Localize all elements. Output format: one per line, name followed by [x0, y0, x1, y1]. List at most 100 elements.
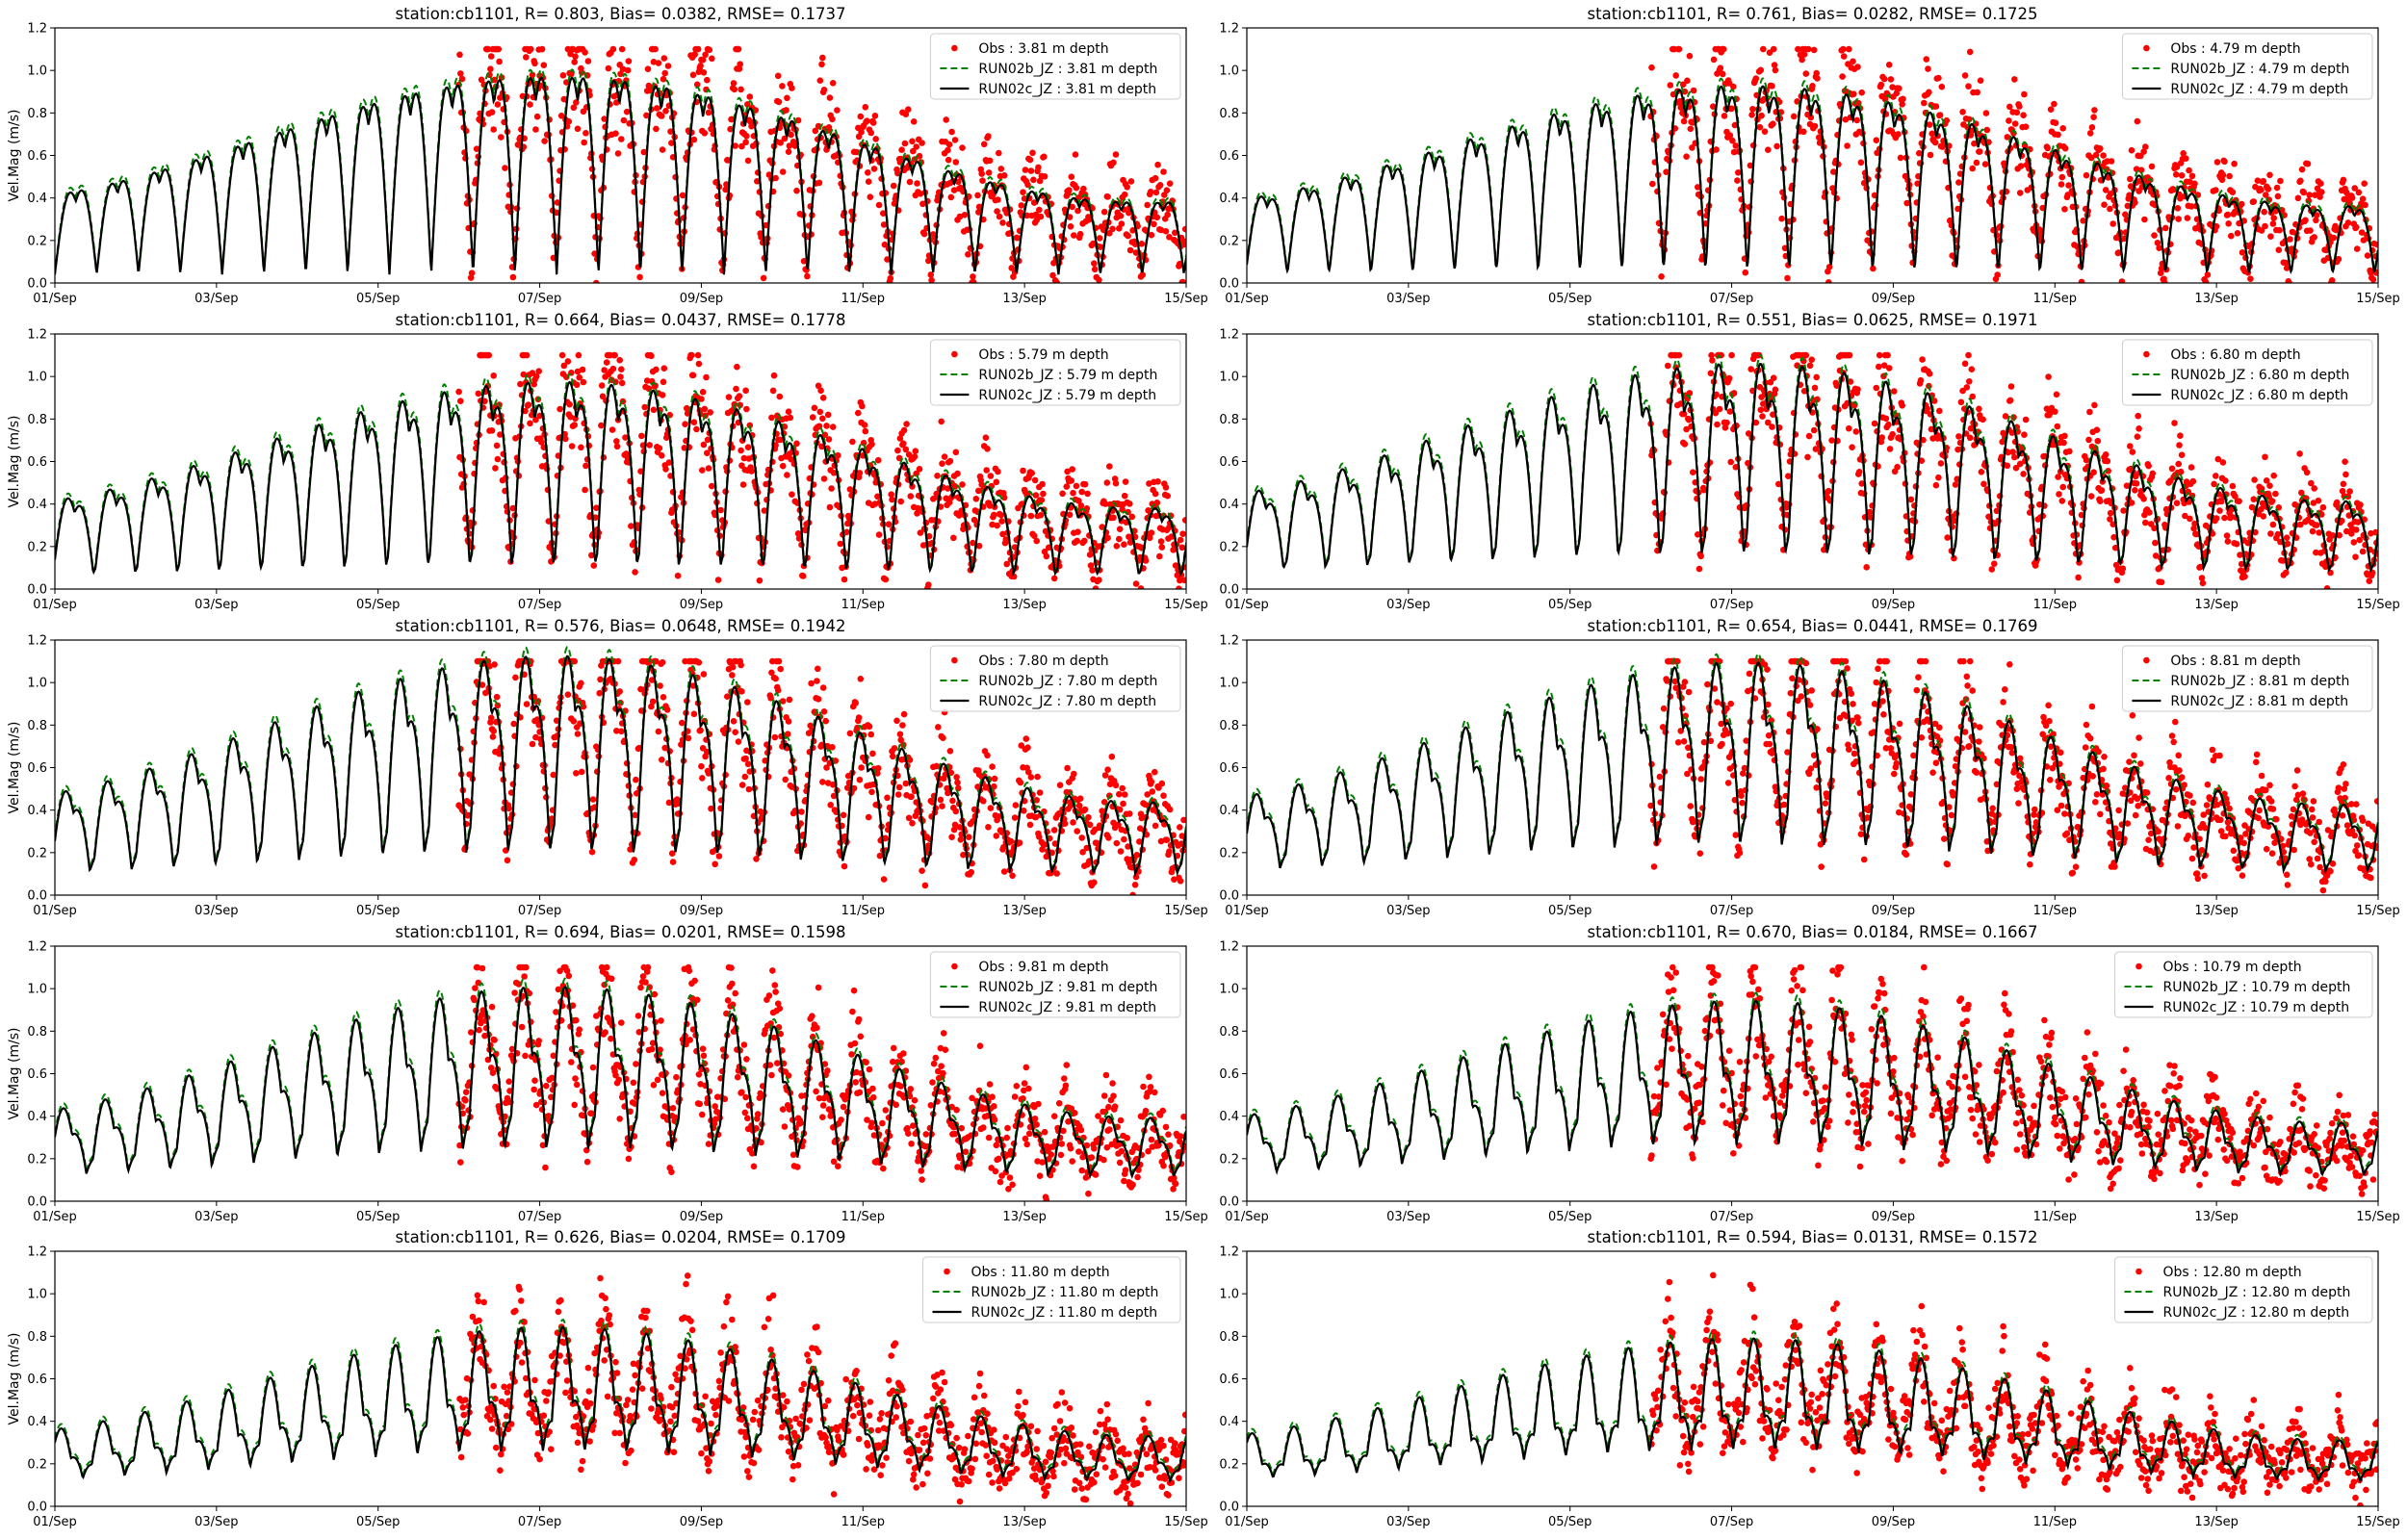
obs-point [2229, 482, 2237, 490]
obs-point [1802, 351, 1810, 359]
obs-point [819, 395, 827, 401]
obs-point [733, 385, 739, 393]
obs-point [2277, 177, 2284, 185]
obs-point [941, 453, 948, 460]
obs-point [1024, 744, 1031, 751]
y-tick-label: 0.4 [27, 804, 47, 818]
obs-point [890, 753, 896, 760]
obs-point [2213, 515, 2220, 522]
obs-point [1876, 351, 1883, 359]
obs-point [1728, 105, 1735, 113]
obs-point [532, 126, 539, 133]
obs-point [2183, 155, 2189, 162]
obs-point [1147, 189, 1154, 195]
obs-point [2333, 499, 2341, 506]
legend-obs-marker [2143, 350, 2150, 358]
obs-point [1800, 388, 1808, 395]
obs-point [1899, 101, 1905, 108]
obs-point [1988, 566, 1996, 573]
obs-point [623, 108, 631, 116]
obs-point [1966, 116, 1973, 123]
obs-point [925, 581, 932, 588]
obs-point [1138, 241, 1146, 247]
obs-point [2123, 482, 2131, 490]
obs-point [493, 693, 501, 701]
obs-point [2091, 107, 2098, 114]
obs-point [1160, 168, 1167, 175]
obs-point [2118, 278, 2126, 283]
obs-point [738, 661, 744, 669]
obs-point [473, 145, 480, 152]
obs-point [523, 701, 531, 707]
obs-point [1081, 806, 1089, 813]
obs-point [1965, 83, 1972, 90]
obs-point [2266, 482, 2273, 490]
obs-point [1683, 425, 1690, 433]
legend-entry-label: Obs : 5.79 m depth [978, 347, 1108, 363]
obs-point [1647, 802, 1654, 809]
subplot-2: station:cb1101, R= 0.761, Bias= 0.0282, … [1219, 5, 2399, 306]
obs-point [2053, 391, 2060, 398]
obs-point [779, 462, 787, 470]
obs-point [599, 393, 607, 400]
obs-point [1723, 705, 1730, 712]
obs-point [618, 728, 625, 735]
obs-point [2218, 176, 2226, 184]
obs-point [1976, 405, 1982, 413]
obs-point [682, 421, 688, 428]
y-tick-label: 0.2 [1219, 234, 1239, 248]
legend-box [2121, 33, 2373, 100]
obs-point [487, 714, 495, 722]
legend-entry-label: RUN02c_JZ : 3.81 m depth [978, 82, 1156, 97]
obs-point [1023, 212, 1030, 219]
obs-point [541, 138, 548, 144]
obs-point [1897, 154, 1904, 162]
legend-obs-marker [951, 656, 958, 664]
obs-point [1704, 680, 1711, 688]
obs-point [2298, 489, 2305, 497]
obs-point [667, 128, 674, 135]
obs-point [624, 66, 632, 74]
obs-point [1149, 788, 1156, 795]
obs-point [1760, 45, 1767, 53]
obs-point [959, 144, 966, 151]
obs-point [578, 444, 584, 451]
obs-point [2127, 443, 2134, 449]
obs-point [694, 351, 702, 359]
obs-point [1021, 808, 1027, 814]
obs-point [2047, 106, 2055, 113]
obs-point [1795, 45, 1801, 53]
obs-point [2091, 401, 2098, 409]
obs-point [609, 45, 617, 53]
obs-point [637, 685, 644, 693]
obs-point [1109, 225, 1116, 233]
x-tick-label: 13/Sep [2194, 292, 2238, 306]
obs-point [1119, 784, 1126, 792]
obs-point [2335, 255, 2342, 263]
obs-point [2146, 509, 2153, 516]
obs-point [648, 703, 655, 710]
obs-point [1151, 220, 1157, 228]
obs-point [490, 126, 497, 133]
obs-point [1863, 564, 1870, 571]
obs-point [617, 373, 624, 380]
obs-point [1769, 424, 1775, 430]
obs-point [482, 689, 489, 697]
obs-point [788, 455, 794, 463]
obs-point [777, 140, 784, 146]
obs-point [538, 439, 545, 446]
obs-point [1809, 83, 1816, 90]
obs-point [1049, 271, 1056, 279]
obs-point [703, 373, 710, 381]
obs-point [798, 808, 805, 815]
y-tick-label: 0.8 [27, 107, 47, 121]
obs-point [478, 76, 485, 84]
obs-point [1689, 144, 1695, 151]
obs-point [815, 179, 823, 187]
obs-point [700, 69, 708, 76]
obs-point [1153, 214, 1161, 221]
obs-point [1171, 876, 1178, 883]
obs-point [603, 359, 610, 366]
